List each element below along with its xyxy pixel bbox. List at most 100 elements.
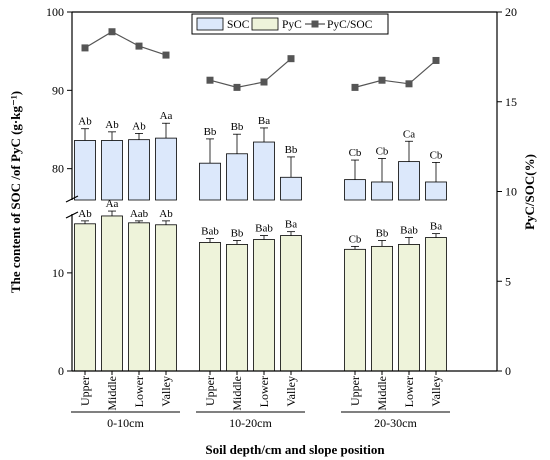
pyc-bar [155, 224, 177, 372]
pyc-bar [253, 239, 275, 372]
right-y-axis-title: PyC/SOC(%) [522, 154, 537, 230]
soc-significance-label: Bb [285, 144, 298, 156]
soc-bar [226, 153, 248, 201]
x-tick-label: Middle [230, 376, 244, 411]
ratio-point [135, 42, 143, 50]
pyc-significance-label: Bb [231, 227, 244, 239]
bars-layer [74, 122, 447, 372]
x-tick-label: Valley [284, 376, 298, 407]
ratio-point [378, 76, 386, 84]
pyc-significance-label: Ba [430, 221, 442, 233]
axis-break-mark [65, 195, 79, 203]
ratio-point [287, 55, 295, 63]
x-tick-label: Lower [132, 376, 146, 407]
pyc-bar [128, 222, 150, 372]
pyc-significance-label: Aa [106, 198, 119, 210]
x-tick-label: Valley [429, 376, 443, 407]
soc-bar [253, 141, 275, 201]
axis-break-mark [65, 211, 79, 219]
group-label: 10-20cm [229, 416, 272, 430]
ratio-line [209, 58, 292, 89]
pyc-bar [199, 242, 221, 372]
legend-swatch-pyc [251, 17, 279, 31]
pyc-bar [371, 245, 393, 372]
left-y-tick-label: 80 [52, 162, 64, 176]
pyc-bar [226, 244, 248, 372]
pyc-significance-label: Bab [255, 223, 273, 235]
left-y-tick-label: 10 [52, 266, 64, 280]
right-y-tick-label: 5 [505, 274, 511, 288]
pyc-significance-label: Bb [376, 227, 389, 239]
soc-significance-label: Cb [376, 145, 389, 157]
ratio-point [432, 56, 440, 64]
ratio-line [354, 60, 437, 88]
soc-bar [398, 161, 420, 201]
x-tick-label: Upper [78, 376, 92, 406]
group-label: 0-10cm [107, 416, 144, 430]
left-y-tick-label: 100 [46, 5, 64, 19]
legend-label-soc: SOC [227, 19, 250, 31]
soc-bar [199, 162, 221, 201]
x-tick-label: Valley [159, 376, 173, 407]
ratio-point [108, 28, 116, 36]
x-tick-label: Upper [348, 376, 362, 406]
ratio-point [81, 44, 89, 52]
ratio-point [162, 51, 170, 59]
pyc-bar [425, 237, 447, 372]
soc-bar [101, 140, 123, 201]
right-y-tick-label: 15 [505, 95, 517, 109]
soc-bar [425, 181, 447, 201]
soc-significance-label: Bb [204, 126, 217, 138]
ratio-point [260, 78, 268, 86]
pyc-bar [74, 223, 96, 372]
ratio-line [84, 31, 167, 56]
pyc-significance-label: Bab [201, 226, 219, 238]
pyc-bar [344, 248, 366, 372]
right-y-tick-label: 10 [505, 185, 517, 199]
soc-significance-label: Ab [132, 120, 146, 132]
soc-bar [371, 181, 393, 201]
soc-significance-label: Cb [349, 147, 362, 159]
ratio-point [233, 83, 241, 91]
soc-significance-label: Cb [430, 149, 443, 161]
pyc-significance-label: Aab [130, 208, 149, 220]
ratio-point [206, 76, 214, 84]
x-tick-label: Middle [375, 376, 389, 411]
soc-significance-label: Ab [105, 119, 119, 131]
left-y-axis-title: The content of SOC /of PyC (g·kg⁻¹) [8, 91, 23, 293]
soc-significance-label: Aa [160, 110, 173, 122]
right-y-tick-label: 0 [505, 364, 511, 378]
legend-label-ratio: PyC/SOC [327, 19, 373, 31]
soc-bar [280, 176, 302, 201]
legend-swatch-soc [196, 17, 224, 31]
ratio-point [351, 83, 359, 91]
pyc-bar [280, 235, 302, 372]
legend-marker-ratio [311, 20, 319, 28]
left-y-tick-label: 0 [58, 364, 64, 378]
x-tick-label: Lower [257, 376, 271, 407]
group-label: 20-30cm [374, 416, 417, 430]
left-y-tick-label: 90 [52, 83, 64, 97]
x-tick-label: Middle [105, 376, 119, 411]
right-y-tick-label: 20 [505, 5, 517, 19]
soc-bar [155, 137, 177, 201]
pyc-significance-label: Cb [349, 233, 362, 245]
pyc-significance-label: Bab [400, 225, 418, 237]
x-axis-title: Soil depth/cm and slope position [205, 442, 385, 457]
pyc-bar [101, 215, 123, 372]
soc-significance-label: Bb [231, 121, 244, 133]
ratio-point [405, 80, 413, 88]
x-tick-label: Upper [203, 376, 217, 406]
soc-bar [74, 140, 96, 201]
pyc-bar [398, 244, 420, 372]
labels-layer: Ab Ab Upper Ab Aa Middle Ab Aab Lower Aa Ab Valley B… [46, 5, 517, 430]
soc-significance-label: Ca [403, 128, 415, 140]
soc-bar [128, 139, 150, 201]
x-tick-label: Lower [402, 376, 416, 407]
axes-layer [65, 11, 502, 413]
pyc-significance-label: Ab [159, 208, 173, 220]
ratio-line-layer [81, 28, 440, 91]
soc-significance-label: Ab [78, 116, 92, 128]
soc-bar [344, 179, 366, 201]
